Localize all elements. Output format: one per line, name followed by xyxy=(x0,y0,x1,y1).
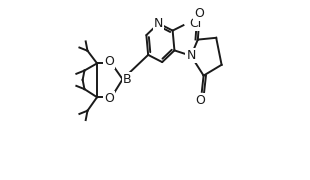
Text: O: O xyxy=(104,55,114,68)
Text: O: O xyxy=(104,92,114,105)
Text: O: O xyxy=(194,7,204,20)
Text: N: N xyxy=(186,49,196,62)
Text: O: O xyxy=(195,94,205,107)
Text: B: B xyxy=(123,73,131,86)
Text: N: N xyxy=(154,17,163,30)
Text: Cl: Cl xyxy=(190,17,202,30)
